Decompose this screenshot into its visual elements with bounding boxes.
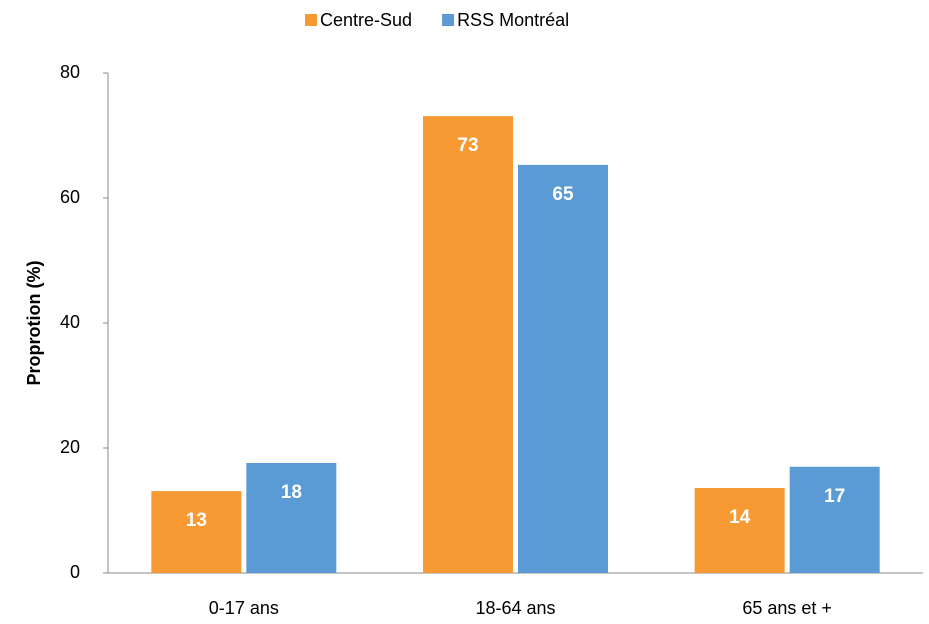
y-tick-label: 40	[60, 312, 80, 332]
x-tick-label: 65 ans et +	[742, 598, 832, 618]
bar	[423, 116, 513, 573]
legend-label: Centre-Sud	[320, 10, 412, 30]
y-tick-label: 80	[60, 62, 80, 82]
legend-swatch	[442, 14, 455, 26]
bar	[151, 491, 242, 573]
legend-label: RSS Montréal	[457, 10, 569, 30]
x-tick-label: 0-17 ans	[209, 598, 279, 618]
bar	[694, 488, 785, 573]
bar	[789, 466, 880, 573]
data-label: 65	[552, 184, 574, 205]
data-label: 17	[824, 486, 845, 507]
bar	[518, 164, 608, 573]
x-tick-label: 18-64 ans	[475, 598, 555, 618]
bar	[246, 463, 337, 573]
data-label: 73	[457, 135, 478, 156]
y-axis-label: Proprotion (%)	[24, 261, 44, 386]
y-tick-label: 0	[70, 562, 80, 582]
y-tick-label: 20	[60, 437, 80, 457]
data-label: 13	[186, 510, 207, 531]
y-tick-label: 60	[60, 187, 80, 207]
data-label: 14	[729, 507, 751, 528]
legend-swatch	[305, 14, 317, 26]
data-label: 18	[281, 482, 302, 503]
